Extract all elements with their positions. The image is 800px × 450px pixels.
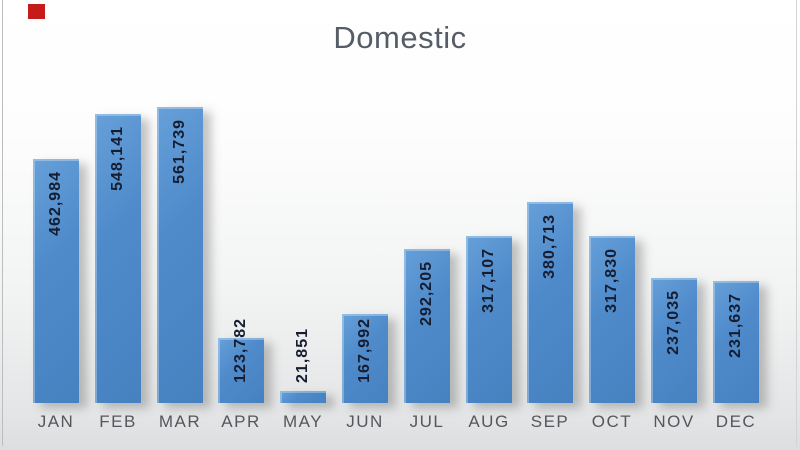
axis-label-sep: SEP: [530, 412, 570, 431]
axis-label-jan: JAN: [37, 412, 75, 431]
value-label-may: 21,851: [294, 328, 311, 383]
value-label-aug: 317,107: [480, 248, 497, 313]
axis-label-aug: AUG: [468, 412, 510, 431]
value-label-mar: 561,739: [171, 119, 188, 184]
axis-label-may: MAY: [282, 412, 324, 431]
value-label-dec: 231,637: [727, 293, 744, 358]
recording-indicator-icon: [28, 4, 45, 19]
axis-label-jul: JUL: [409, 412, 445, 431]
bar-sep: 380,713: [527, 202, 573, 403]
axis-label-feb: FEB: [99, 412, 137, 431]
value-label-apr: 123,782: [232, 318, 249, 383]
bar-nov: 237,035: [651, 278, 697, 403]
bar-jun: 167,992: [342, 314, 388, 403]
bar-mar: 561,739: [157, 107, 203, 403]
axis-label-jun: JUN: [346, 412, 384, 431]
value-label-jan: 462,984: [47, 171, 64, 236]
bar-dec: 231,637: [713, 281, 759, 403]
bar-apr: 123,782: [218, 318, 264, 403]
axis-label-dec: DEC: [715, 412, 757, 431]
bar-may: 21,851: [280, 328, 326, 403]
bar-oct: 317,830: [589, 236, 635, 403]
bar-aug: 317,107: [466, 236, 512, 403]
axis-label-nov: NOV: [653, 412, 695, 431]
value-label-jun: 167,992: [356, 318, 373, 383]
bar-jul: 292,205: [404, 249, 450, 403]
chart-title: Domestic: [333, 20, 467, 55]
axis-label-oct: OCT: [591, 412, 633, 431]
bar-jan: 462,984: [33, 159, 79, 403]
axis-label-apr: APR: [221, 412, 261, 431]
slide-left-edge: [2, 0, 3, 446]
slide-right-edge: [796, 0, 797, 446]
bar-feb: 548,141: [95, 114, 141, 403]
axis-label-mar: MAR: [158, 412, 202, 431]
value-label-jul: 292,205: [418, 261, 435, 326]
value-label-oct: 317,830: [603, 248, 620, 313]
value-label-feb: 548,141: [109, 126, 126, 191]
value-label-nov: 237,035: [665, 290, 682, 355]
value-label-sep: 380,713: [541, 214, 558, 279]
